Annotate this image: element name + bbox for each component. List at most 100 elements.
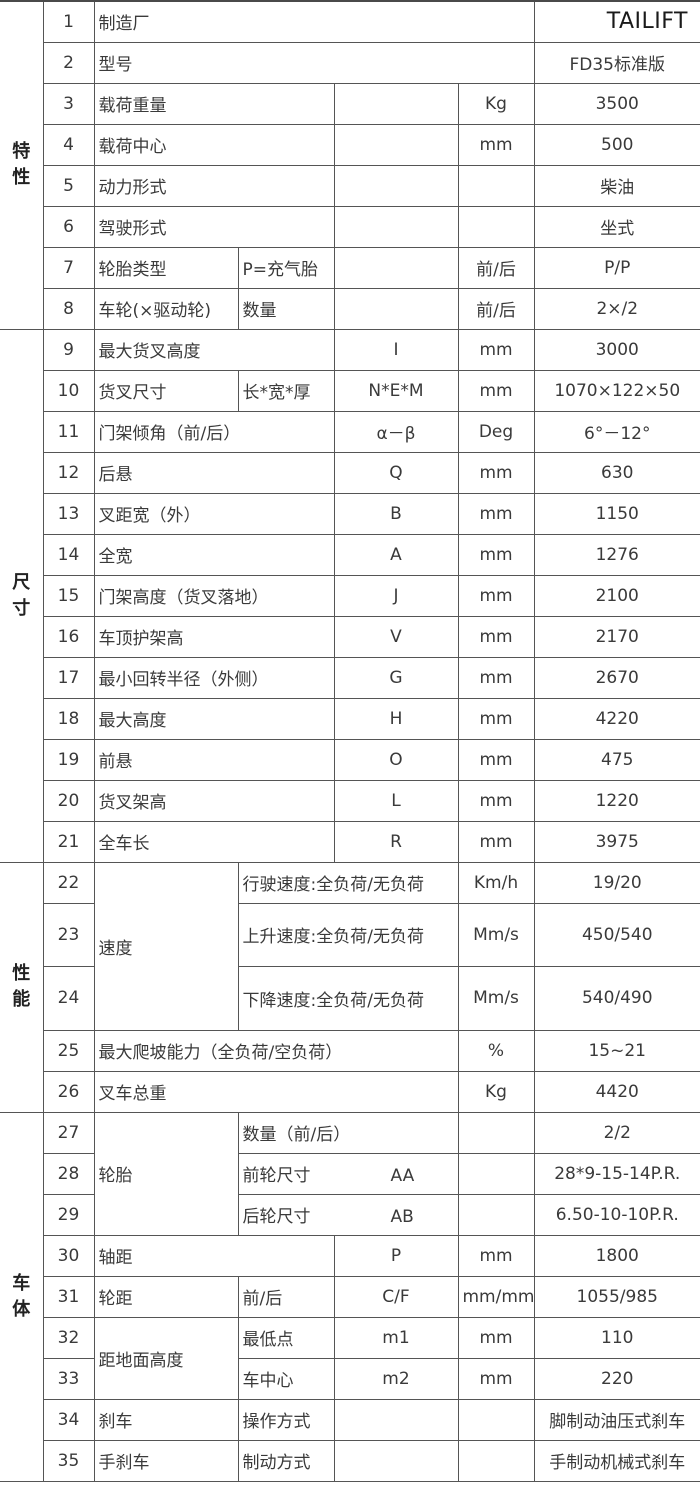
- unit: [457, 1193, 535, 1236]
- row-number: 23: [42, 902, 95, 967]
- value: 柴油: [533, 164, 700, 207]
- value: 6°－12°: [533, 410, 700, 453]
- unit: [457, 1439, 535, 1482]
- value: 手制动机械式刹车: [533, 1439, 700, 1482]
- value: 19/20: [533, 861, 700, 904]
- item-name: 全车长: [93, 820, 335, 863]
- unit: 前/后: [457, 287, 535, 330]
- sub-item: 前/后: [237, 1275, 335, 1318]
- row-number: 2: [42, 41, 95, 84]
- unit: mm: [457, 615, 535, 658]
- symbol: O: [333, 738, 459, 781]
- row-number: 28: [42, 1152, 95, 1195]
- symbol: [333, 205, 459, 248]
- symbol: AB: [390, 1207, 414, 1227]
- row-number: 27: [42, 1111, 95, 1154]
- row-number: 29: [42, 1193, 95, 1236]
- table-row: 31 轮距 前/后 C/F mm/mm 1055/985: [0, 1275, 700, 1318]
- unit: mm: [457, 328, 535, 371]
- row-number: 24: [42, 965, 95, 1031]
- value: 220: [533, 1357, 700, 1400]
- item-name: 轮胎: [93, 1111, 239, 1236]
- item-name: 叉距宽（外）: [93, 492, 335, 535]
- sub-item: 前轮尺寸 AA: [237, 1152, 459, 1195]
- sub-item: 操作方式: [237, 1398, 335, 1441]
- row-number: 3: [42, 82, 95, 125]
- sub-item: 数量（前/后）: [237, 1111, 459, 1154]
- symbol: m1: [333, 1316, 459, 1359]
- item-name: 门架倾角（前/后）: [93, 410, 335, 453]
- unit: Deg: [457, 410, 535, 453]
- row-number: 21: [42, 820, 95, 863]
- value: 28*9-15-14P.R.: [533, 1152, 700, 1195]
- symbol: I: [333, 328, 459, 371]
- value: 15~21: [533, 1029, 700, 1072]
- value: 500: [533, 123, 700, 166]
- row-number: 5: [42, 164, 95, 207]
- value: 475: [533, 738, 700, 781]
- symbol: G: [333, 656, 459, 699]
- symbol: Q: [333, 451, 459, 494]
- symbol: A: [333, 533, 459, 576]
- value: FD35标准版: [533, 41, 700, 84]
- row-number: 11: [42, 410, 95, 453]
- row-number: 6: [42, 205, 95, 248]
- item-name: 制造厂: [93, 0, 535, 43]
- item-name: 车轮(×驱动轮): [93, 287, 239, 330]
- unit: [457, 205, 535, 248]
- value: 4420: [533, 1070, 700, 1113]
- symbol: N*E*M: [333, 369, 459, 412]
- symbol: L: [333, 779, 459, 822]
- unit: mm: [457, 697, 535, 740]
- unit: mm: [457, 369, 535, 412]
- item-name: 轮距: [93, 1275, 239, 1318]
- symbol: J: [333, 574, 459, 617]
- row-number: 1: [42, 0, 95, 43]
- symbol: [333, 287, 459, 330]
- item-name: 门架高度（货叉落地）: [93, 574, 335, 617]
- table-row: 29 后轮尺寸 AB 6.50-10-10P.R.: [0, 1193, 700, 1236]
- table-row: 34 刹车 操作方式 脚制动油压式刹车: [0, 1398, 700, 1441]
- symbol: [333, 246, 459, 289]
- row-number: 18: [42, 697, 95, 740]
- value: 1800: [533, 1234, 700, 1277]
- unit: 前/后: [457, 246, 535, 289]
- table-row: 7 轮胎类型 P=充气胎 前/后 P/P: [0, 246, 700, 289]
- symbol: H: [333, 697, 459, 740]
- symbol: R: [333, 820, 459, 863]
- unit: Km/h: [457, 861, 535, 904]
- unit: [457, 1398, 535, 1441]
- value: 1070×122×50: [533, 369, 700, 412]
- value: 坐式: [533, 205, 700, 248]
- item-name: 最大货叉高度: [93, 328, 335, 371]
- section-label-text: 特性: [12, 141, 31, 189]
- table-row: 10 货叉尺寸 长*宽*厚 N*E*M mm 1070×122×50: [0, 369, 700, 412]
- unit: mm: [457, 123, 535, 166]
- value: 450/540: [533, 902, 700, 967]
- row-number: 9: [42, 328, 95, 371]
- value: 1276: [533, 533, 700, 576]
- row-number: 25: [42, 1029, 95, 1072]
- item-name: 型号: [93, 41, 535, 84]
- unit: mm: [457, 533, 535, 576]
- section-label: 性能: [0, 861, 44, 1113]
- section-label-text: 车体: [12, 1272, 31, 1320]
- item-name: 最小回转半径（外侧）: [93, 656, 335, 699]
- section-label: 车体: [0, 1111, 44, 1482]
- row-number: 10: [42, 369, 95, 412]
- symbol: [333, 82, 459, 125]
- item-name: 最大爬坡能力（全负荷/空负荷）: [93, 1029, 459, 1072]
- value: 1055/985: [533, 1275, 700, 1318]
- sub-item: 最低点: [237, 1316, 335, 1359]
- sub-item: 车中心: [237, 1357, 335, 1400]
- row-number: 17: [42, 656, 95, 699]
- section-label: 特性: [0, 0, 44, 330]
